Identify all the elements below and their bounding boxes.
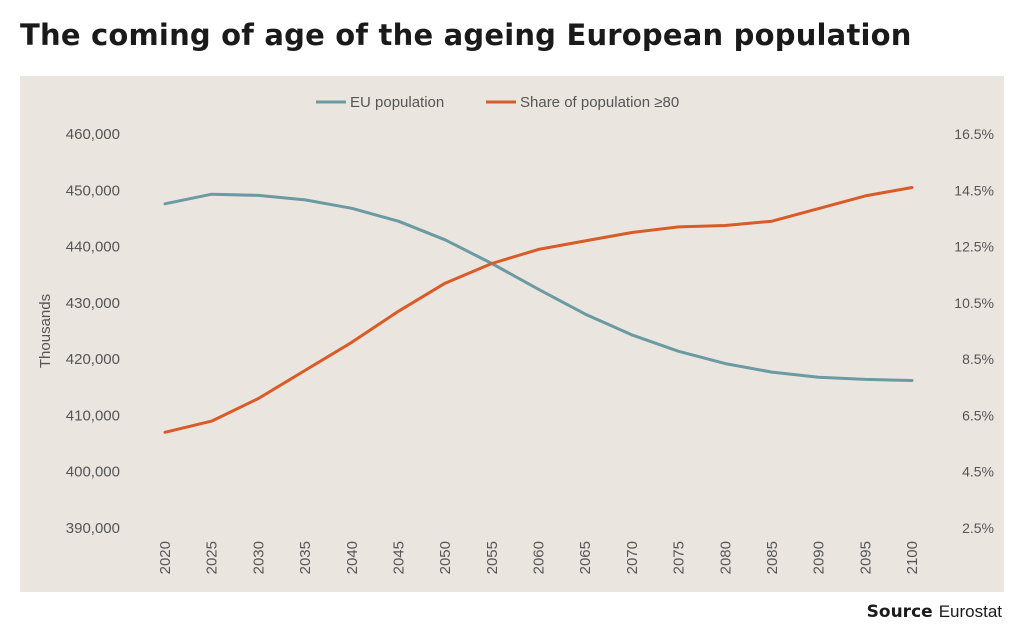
- x-tick-label: 2040: [344, 541, 361, 574]
- legend: EU population Share of population ≥80: [316, 94, 679, 111]
- right-tick-label: 4.5%: [962, 464, 994, 480]
- left-tick-label: 390,000: [66, 520, 120, 537]
- left-tick-label: 410,000: [66, 407, 120, 424]
- x-tick-label: 2090: [811, 541, 828, 574]
- left-tick-label: 450,000: [66, 182, 120, 199]
- source-label: Source: [866, 602, 933, 622]
- left-axis-ticks: 390,000 400,000 410,000 420,000 430,000 440,0…: [66, 126, 120, 537]
- left-tick-label: 420,000: [66, 351, 120, 368]
- series-line: [163, 186, 914, 434]
- x-tick-label: 2020: [157, 541, 174, 574]
- source-value: Eurostat: [938, 602, 1002, 621]
- x-tick-label: 2095: [857, 541, 874, 574]
- chart-panel: EU population Share of population ≥80 390…: [20, 76, 1004, 592]
- right-tick-label: 6.5%: [962, 407, 994, 423]
- x-tick-label: 2060: [531, 541, 548, 574]
- series-line: [163, 192, 914, 382]
- y-axis-label: Thousands: [37, 294, 54, 368]
- right-tick-label: 2.5%: [962, 520, 994, 536]
- legend-label: EU population: [350, 94, 444, 111]
- x-tick-label: 2035: [297, 541, 314, 574]
- legend-label: Share of population ≥80: [520, 94, 679, 111]
- x-tick-label: 2055: [484, 541, 501, 574]
- source-note: Source Eurostat: [867, 602, 1002, 622]
- x-axis-ticks: 2020 2025 2030 2035 2040 2045 2050 2055 2060 2065…: [157, 541, 921, 574]
- chart-title: The coming of age of the ageing European…: [20, 18, 912, 52]
- right-tick-label: 10.5%: [954, 295, 994, 311]
- x-tick-label: 2030: [250, 541, 267, 574]
- right-axis-ticks: 2.5% 4.5% 6.5% 8.5% 10.5% 12.5% 14.5% 16.5%: [954, 126, 994, 536]
- right-tick-label: 12.5%: [954, 239, 994, 255]
- right-tick-label: 14.5%: [954, 182, 994, 198]
- x-tick-label: 2050: [437, 541, 454, 574]
- x-tick-label: 2045: [390, 541, 407, 574]
- x-tick-label: 2075: [671, 541, 688, 574]
- x-tick-label: 2085: [764, 541, 781, 574]
- series-lines: [163, 186, 914, 434]
- x-tick-label: 2080: [717, 541, 734, 574]
- line-chart: EU population Share of population ≥80 390…: [37, 94, 994, 574]
- left-tick-label: 440,000: [66, 239, 120, 256]
- x-tick-label: 2065: [577, 541, 594, 574]
- x-tick-label: 2025: [204, 541, 221, 574]
- left-tick-label: 430,000: [66, 295, 120, 312]
- left-tick-label: 460,000: [66, 126, 120, 143]
- right-tick-label: 16.5%: [954, 126, 994, 142]
- x-tick-label: 2100: [904, 541, 921, 574]
- x-tick-label: 2070: [624, 541, 641, 574]
- right-tick-label: 8.5%: [962, 351, 994, 367]
- left-tick-label: 400,000: [66, 464, 120, 481]
